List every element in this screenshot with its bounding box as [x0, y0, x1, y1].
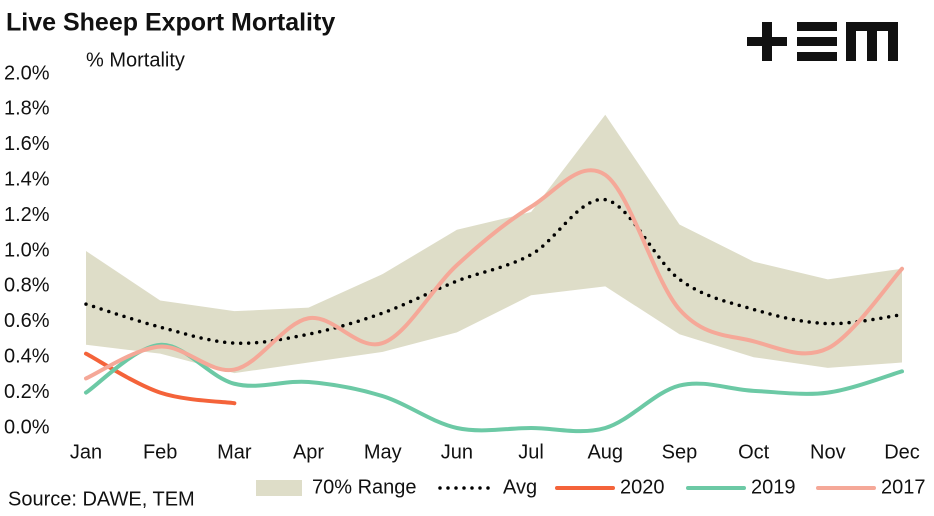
logo-e3	[797, 52, 837, 61]
x-tick-label: Oct	[738, 441, 770, 463]
x-tick-label: Jul	[518, 441, 544, 463]
legend-label: 2019	[751, 476, 796, 498]
y-tick-label: 1.2%	[4, 204, 50, 226]
legend-label: 2020	[620, 476, 665, 498]
y-tick-label: 0.2%	[4, 381, 50, 403]
y-tick-label: 0.8%	[4, 275, 50, 297]
range-area	[86, 114, 902, 374]
y-tick-label: 0.4%	[4, 345, 50, 367]
source: Source: DAWE, TEM	[8, 488, 195, 510]
y-tick-label: 0.0%	[4, 416, 50, 438]
x-tick-label: Aug	[587, 441, 623, 463]
legend-label: 70% Range	[312, 476, 417, 498]
y-tick-label: 0.6%	[4, 310, 50, 332]
x-tick-label: Sep	[662, 441, 698, 463]
x-tick-label: Nov	[810, 441, 846, 463]
chart-title: Live Sheep Export Mortality	[6, 9, 335, 37]
logo-e1	[797, 22, 837, 31]
y-tick-label: 2.0%	[4, 62, 50, 84]
series-line	[84, 168, 904, 381]
x-tick-label: Dec	[884, 441, 920, 463]
y-tick-label: 1.4%	[4, 168, 50, 190]
series-line	[84, 351, 237, 406]
logo-plus-v	[762, 22, 772, 61]
logo-e2	[797, 37, 837, 46]
x-tick-label: Apr	[293, 441, 324, 463]
x-tick-label: Jan	[70, 441, 102, 463]
x-tick-label: Mar	[217, 441, 252, 463]
logo-m	[846, 22, 898, 61]
legend-swatch	[256, 480, 302, 496]
x-tick-label: Jun	[441, 441, 473, 463]
y-axis-label: % Mortality	[86, 49, 185, 71]
y-tick-label: 1.0%	[4, 239, 50, 261]
logo	[747, 22, 898, 61]
series-line	[84, 342, 904, 434]
y-tick-label: 1.8%	[4, 98, 50, 120]
legend-label: Avg	[503, 476, 537, 498]
series-line	[84, 197, 904, 345]
x-tick-label: Feb	[143, 441, 177, 463]
y-tick-label: 1.6%	[4, 133, 50, 155]
legend-label: 2017	[881, 476, 926, 498]
x-tick-label: May	[364, 441, 402, 463]
